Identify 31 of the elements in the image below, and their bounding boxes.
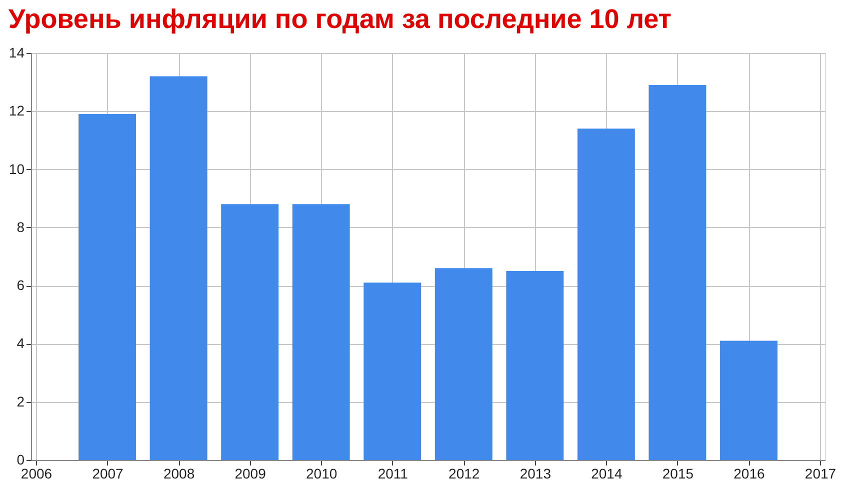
bar	[506, 271, 564, 460]
x-tick-label: 2011	[378, 466, 408, 482]
x-tick-label: 2008	[163, 466, 195, 482]
bar	[221, 204, 279, 460]
y-tick-label: 8	[16, 218, 25, 235]
x-tick-label: 2013	[520, 466, 552, 482]
bar	[364, 282, 422, 460]
x-tick-label: 2006	[20, 466, 52, 482]
chart-title: Уровень инфляции по годам за последние 10 лет	[8, 4, 672, 34]
x-tick-label: 2007	[92, 466, 124, 482]
bar	[648, 84, 706, 460]
y-tick-label: 14	[8, 44, 25, 60]
bar	[150, 76, 208, 460]
y-tick-label: 10	[8, 160, 25, 177]
x-tick-label: 2014	[591, 466, 622, 482]
x-tick-label: 2015	[662, 466, 694, 482]
x-tick-label: 2010	[306, 466, 338, 482]
bar	[78, 114, 136, 460]
y-tick-label: 6	[16, 277, 25, 294]
y-tick-label: 12	[8, 102, 25, 119]
bar	[434, 268, 492, 460]
y-tick-label: 2	[16, 393, 25, 410]
x-tick-label: 2016	[734, 466, 766, 482]
y-tick-label: 0	[16, 452, 25, 468]
bar	[577, 128, 635, 460]
y-tick-label: 4	[16, 335, 25, 352]
bar	[720, 340, 778, 460]
x-tick-label: 2009	[234, 466, 266, 482]
x-tick-label: 2012	[448, 466, 480, 482]
bar	[292, 204, 350, 460]
x-tick-label: 2017	[804, 466, 836, 482]
